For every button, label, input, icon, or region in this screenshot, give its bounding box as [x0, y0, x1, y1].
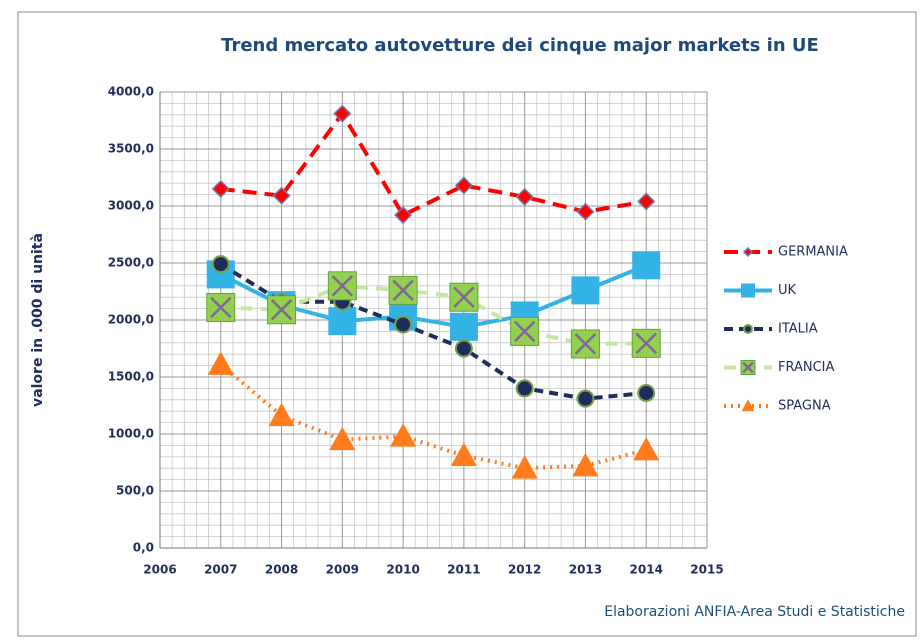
marker — [206, 292, 236, 322]
x-tick-label: 2012 — [508, 563, 541, 577]
marker — [570, 329, 600, 359]
marker — [740, 360, 756, 375]
marker-cross — [392, 279, 414, 302]
marker-cross — [453, 286, 475, 308]
marker — [637, 383, 656, 402]
y-tick-label: 2000,0 — [108, 313, 154, 327]
marker — [449, 312, 478, 341]
marker-cross — [574, 333, 597, 355]
marker-cross — [513, 320, 536, 343]
x-tick-label: 2010 — [386, 563, 419, 577]
marker — [327, 271, 357, 301]
y-tick-label: 1000,0 — [108, 427, 154, 441]
marker — [333, 104, 352, 123]
marker — [394, 206, 413, 225]
x-tick-label: 2008 — [265, 563, 298, 577]
marker — [576, 202, 595, 221]
marker — [743, 324, 753, 334]
marker — [268, 402, 295, 427]
marker — [394, 315, 413, 334]
y-tick-label: 3500,0 — [108, 142, 154, 156]
x-tick-label: 2015 — [690, 563, 723, 577]
x-tick-label: 2013 — [569, 563, 602, 577]
marker — [329, 426, 356, 451]
marker — [741, 283, 755, 298]
x-tick-label: 2014 — [630, 563, 663, 577]
marker — [633, 436, 660, 461]
marker — [211, 255, 230, 274]
marker — [510, 316, 540, 346]
marker — [388, 275, 418, 305]
marker-cross — [635, 332, 657, 355]
marker — [637, 192, 656, 211]
x-tick-label: 2007 — [204, 563, 237, 577]
marker — [390, 423, 417, 447]
chart-title: Trend mercato autovetture dei cinque maj… — [221, 35, 819, 56]
marker — [515, 379, 534, 398]
marker — [741, 399, 755, 412]
legend-label: GERMANIA — [778, 245, 848, 260]
marker-cross — [331, 275, 354, 297]
marker — [207, 351, 234, 375]
marker — [511, 455, 538, 479]
y-axis-label: valore in .000 di unità — [30, 233, 46, 407]
marker-cross — [270, 299, 293, 321]
x-tick-label: 2009 — [326, 563, 359, 577]
marker — [454, 176, 473, 195]
series-line — [220, 110, 647, 218]
y-tick-label: 2500,0 — [108, 256, 154, 270]
x-tick-label: 2011 — [447, 563, 480, 577]
marker — [272, 186, 291, 205]
y-tick-label: 1500,0 — [108, 370, 154, 384]
marker — [267, 295, 297, 325]
legend-label: ITALIA — [778, 322, 818, 337]
marker — [328, 307, 357, 336]
legend-label: FRANCIA — [778, 360, 835, 375]
y-tick-label: 500,0 — [116, 484, 154, 498]
marker — [572, 452, 599, 477]
y-tick-label: 3000,0 — [108, 199, 154, 213]
marker — [211, 179, 230, 198]
legend-label: UK — [778, 283, 797, 298]
marker — [576, 389, 595, 408]
marker — [449, 282, 479, 312]
y-tick-label: 0,0 — [133, 541, 154, 555]
marker-cross — [210, 296, 232, 319]
marker-cross — [742, 361, 754, 374]
marker — [632, 251, 661, 280]
marker — [631, 328, 661, 358]
x-tick-label: 2006 — [143, 563, 176, 577]
y-tick-label: 4000,0 — [108, 85, 154, 99]
marker — [571, 276, 600, 305]
legend-label: SPAGNA — [778, 399, 831, 414]
marker — [454, 339, 473, 358]
marker — [742, 246, 754, 258]
source-note: Elaborazioni ANFIA-Area Studi e Statisti… — [604, 604, 905, 620]
marker — [450, 442, 477, 467]
marker — [515, 187, 534, 206]
